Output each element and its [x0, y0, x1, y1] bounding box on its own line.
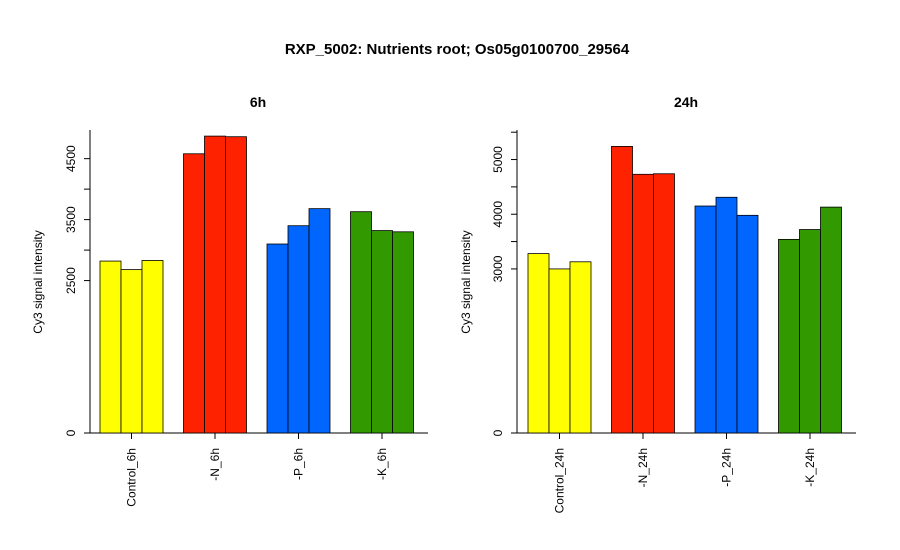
y-tick-label: 3500: [64, 206, 78, 233]
bar-Control_24h-2: [548, 268, 571, 434]
bar--K_24h-1: [778, 238, 800, 434]
x-tick-label: -K_6h: [375, 448, 389, 480]
y-tick-label: 2500: [64, 267, 78, 294]
bar--P_24h-2: [715, 196, 738, 434]
bar--K_6h-3: [392, 231, 414, 434]
bar-Control_24h-1: [527, 253, 550, 434]
bar-Control_6h-3: [141, 260, 164, 434]
y-axis-label: Cy3 signal intensity: [31, 230, 45, 333]
bar--N_6h-3: [225, 136, 247, 434]
bar--P_24h-1: [694, 205, 717, 434]
y-tick-label: 0: [64, 429, 78, 436]
y-tick-label: 3000: [491, 255, 505, 282]
y-axis-label: Cy3 signal intensity: [459, 230, 473, 333]
bar--N_24h-1: [611, 146, 633, 434]
bar--P_6h-3: [308, 208, 331, 434]
x-tick-label: -K_24h: [803, 448, 817, 487]
bar-Control_24h-3: [569, 261, 592, 434]
bar--N_6h-2: [204, 135, 226, 434]
panel-title: 6h: [250, 94, 266, 110]
y-tick-label: 4000: [491, 201, 505, 228]
y-tick-label: 0: [491, 429, 505, 436]
x-tick-label: Control_6h: [125, 448, 139, 507]
main-title: RXP_5002: Nutrients root; Os05g0100700_2…: [285, 41, 630, 58]
x-tick-label: -N_6h: [208, 448, 222, 481]
x-tick-label: -P_24h: [720, 448, 734, 487]
x-tick-label: Control_24h: [553, 448, 567, 513]
x-tick-label: -N_24h: [636, 448, 650, 487]
bar--P_6h-1: [266, 243, 289, 434]
bar--K_24h-3: [820, 206, 842, 434]
bar--P_6h-2: [287, 225, 310, 434]
y-tick-label: 4500: [64, 145, 78, 172]
bar--N_6h-1: [183, 153, 205, 434]
bar--N_24h-3: [653, 173, 675, 434]
bar--N_24h-2: [632, 173, 654, 434]
panel-24h: 24h Cy3 signal intensity 0 3000 4000 5000 Cont…: [459, 94, 856, 513]
bar--K_6h-2: [371, 230, 393, 434]
panel-title: 24h: [674, 94, 698, 110]
bar--K_6h-1: [350, 211, 372, 434]
bar-Control_6h-1: [99, 260, 122, 434]
bar--K_24h-2: [799, 229, 821, 434]
panel-6h: 6h Cy3 signal intensity 0 2500 3500 4500 Contr…: [31, 94, 428, 507]
bar-Control_6h-2: [120, 269, 143, 434]
y-tick-label: 5000: [491, 146, 505, 173]
bar--P_24h-3: [736, 214, 759, 434]
x-tick-label: -P_6h: [292, 448, 306, 480]
